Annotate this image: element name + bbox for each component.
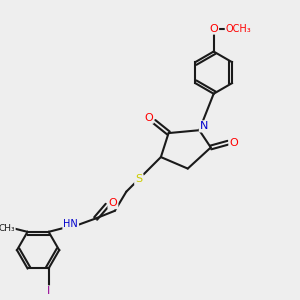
Text: HN: HN (63, 219, 78, 229)
Text: O: O (109, 198, 117, 208)
Text: O: O (230, 138, 238, 148)
Text: CH₃: CH₃ (0, 224, 15, 232)
Text: OCH₃: OCH₃ (226, 23, 251, 34)
Text: O: O (209, 23, 218, 34)
Text: S: S (135, 174, 142, 184)
Text: N: N (200, 122, 208, 131)
Text: O: O (144, 113, 153, 123)
Text: I: I (47, 286, 50, 296)
